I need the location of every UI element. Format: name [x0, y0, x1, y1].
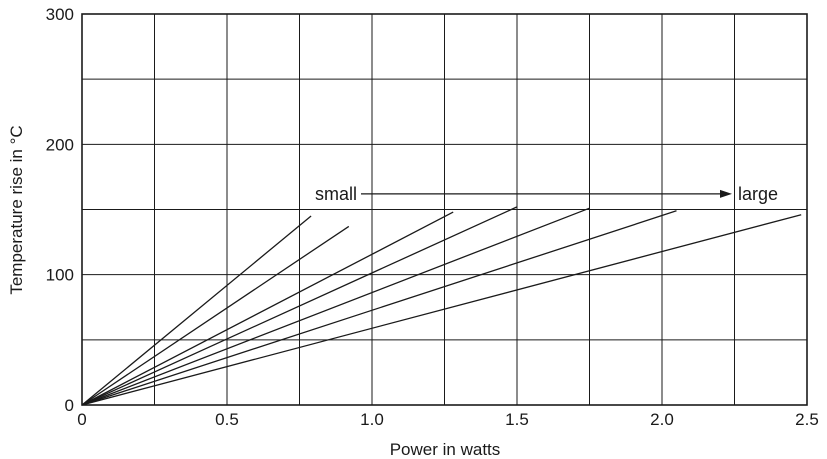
small-label: small — [315, 184, 357, 204]
y-tick-label: 300 — [46, 5, 74, 24]
x-tick-label: 1.0 — [360, 410, 384, 429]
y-tick-label: 200 — [46, 135, 74, 154]
series-line-1 — [82, 216, 311, 405]
y-tick-label: 100 — [46, 266, 74, 285]
series-line-7 — [82, 215, 801, 405]
series-line-3 — [82, 212, 453, 405]
axis-ticks: 0 0.5 1.0 1.5 2.0 2.5 0 100 200 300 — [46, 5, 819, 429]
y-tick-label: 0 — [65, 396, 74, 415]
x-axis-title: Power in watts — [390, 440, 501, 459]
size-annotation: small large — [315, 184, 778, 204]
series-line-2 — [82, 226, 349, 405]
x-tick-label: 1.5 — [505, 410, 529, 429]
large-label: large — [738, 184, 778, 204]
y-axis-title: Temperature rise in °C — [7, 125, 26, 294]
x-tick-label: 0.5 — [215, 410, 239, 429]
series-group — [82, 207, 801, 405]
size-arrowhead — [720, 190, 732, 198]
x-tick-label: 2.5 — [795, 410, 819, 429]
grid — [82, 14, 807, 405]
x-tick-label: 2.0 — [650, 410, 674, 429]
series-line-5 — [82, 208, 590, 405]
series-line-6 — [82, 211, 677, 405]
x-tick-label: 0 — [77, 410, 86, 429]
